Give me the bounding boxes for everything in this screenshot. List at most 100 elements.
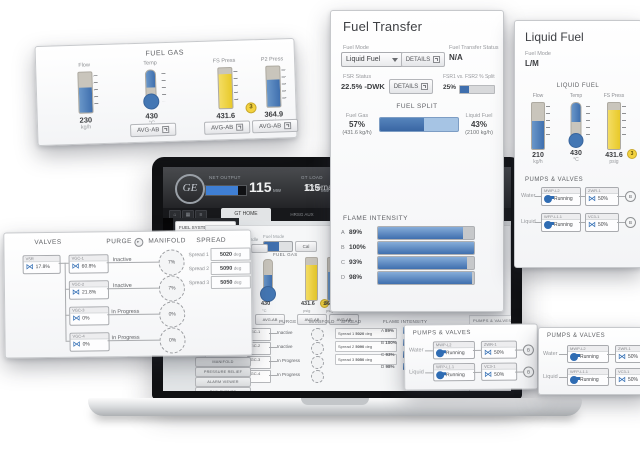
manifold-header: MANIFOLD (148, 237, 186, 245)
flame-bar-d (377, 271, 475, 285)
expand-icon (284, 122, 292, 130)
avg-ab-button-p2[interactable]: AVG-AB (251, 118, 299, 134)
spread2-value: 5090 deg (210, 261, 251, 275)
water-terminal: B (625, 191, 636, 202)
gauge-value: 210 (532, 152, 544, 159)
water-valve-box[interactable]: ZWR-1 ⋈ 50% (480, 340, 518, 359)
fsr-status-label: FSR Status (343, 74, 372, 80)
mini-flame-d: D 98% (381, 364, 395, 369)
manifold-dial-1: 7% (158, 249, 185, 276)
sidebar-corner (163, 218, 173, 235)
mini-valve-box-1[interactable]: VGC-1 (247, 328, 271, 341)
liquid-valve-box[interactable]: VC3-1 ⋈ 50% (481, 362, 518, 381)
liquid-terminal: B (625, 217, 636, 228)
pump-icon (544, 195, 554, 203)
water-row-label: Water (408, 347, 424, 354)
valve-status: 50% (598, 222, 609, 228)
vgc3-box[interactable]: VGC-3 ⋈ 0% (69, 306, 110, 326)
manifold-dial-3: 0% (159, 301, 186, 328)
spread-header: SPREAD (196, 236, 227, 245)
sidebar-button-manifold[interactable]: MANIFOLD (195, 357, 251, 367)
liquid-pump-box[interactable]: WFP-L1.1 Running (433, 362, 476, 382)
mini-spread-value: 5090 (355, 344, 365, 349)
pump-status: Running (554, 222, 573, 228)
net-output-value: 115 (249, 179, 272, 195)
water-pump-box[interactable]: MWP-L2 Running (567, 345, 609, 363)
cal-button[interactable]: Cal (295, 241, 317, 252)
valve-icon: ⋈ (484, 369, 493, 379)
avg-ab-button-fs[interactable]: AVG-AB (203, 120, 251, 135)
pump-tag: MWP-L2 (542, 188, 580, 194)
pumps-valves-card-right: PUMPS & VALVES Water MWP-L2 Running ZWR-… (538, 327, 640, 395)
vgc2-box[interactable]: VGC-2 ⋈ 21.8% (68, 280, 110, 300)
mini-spread-value: 5020 (355, 331, 365, 336)
idle-button[interactable] (251, 244, 268, 253)
liquid-pump-box[interactable]: WFP-L1.1 Running (541, 213, 581, 232)
gt-load-label: GT LOAD (301, 175, 323, 180)
sidebar-button-run-events[interactable]: RUN EVENTS (195, 387, 251, 391)
pump-status: Running (580, 354, 599, 360)
fs-press-gauge (216, 66, 234, 110)
tab-gt-home[interactable]: GT HOME (221, 208, 271, 221)
mini-fs-alarm-badge[interactable]: 3 (320, 299, 329, 308)
fuel-mode-value: L/M (525, 59, 539, 68)
pump-icon (435, 349, 445, 358)
water-pump-box[interactable]: MWP-L2 Running (541, 187, 581, 206)
liquid-row-label: Liquid (521, 219, 536, 225)
valve-icon: ⋈ (618, 375, 626, 384)
avg-ab-button-temp[interactable]: AVG-AB (129, 122, 177, 138)
pump-status: Running (446, 372, 465, 379)
net-output-unit: MW (273, 188, 281, 193)
sidebar-button-pressure-relief[interactable]: PRESSURE RELIEF (195, 367, 251, 377)
vsr-box[interactable]: VSR ⋈ 17.8% (22, 254, 61, 275)
gauge-unit: psig (609, 159, 619, 165)
mini-spread-label: Spread 2 (338, 344, 355, 349)
valves-card: VALVES PURGE ▸ MANIFOLD SPREAD VSR ⋈ 17.8%… (3, 229, 253, 359)
liquid-pump-box[interactable]: WFP-L1.1 Running (567, 368, 609, 386)
spread1-label: Spread 1 (188, 252, 209, 259)
fuel-split-bar (379, 117, 459, 132)
sidebar-button-alarm-viewer[interactable]: ALARM VIEWER (195, 377, 251, 387)
valve-status: 50% (628, 377, 639, 383)
alarm-badge[interactable]: 3 (627, 149, 637, 159)
fuel-transfer-title: Fuel Transfer (343, 19, 423, 34)
flame-tag-b: B (341, 245, 345, 251)
external-label[interactable]: External Site (305, 183, 351, 192)
mini-fs-avg-button[interactable]: AVG-AB (297, 314, 327, 325)
liquid-valve-box[interactable]: VC3-1 ⋈ 50% (615, 368, 640, 386)
purge-expand-icon[interactable]: ▸ (133, 237, 144, 247)
valve-status: 0% (82, 315, 90, 322)
gauge-value: 431.6 (605, 152, 623, 159)
mini-p2-avg-button[interactable]: AVG-AB (329, 314, 359, 325)
valve-status: 21.8% (81, 289, 97, 296)
flame-tag-d: D (341, 275, 345, 281)
mini-temp-avg-button[interactable]: AVG-AB (255, 314, 285, 325)
split-left-pct: 57% (348, 120, 365, 129)
fsr-status-value: 22.5% -DWK (341, 82, 385, 91)
mini-purge-status-2: Inactive (277, 344, 293, 349)
spread2-label: Spread 2 (188, 266, 210, 273)
mini-spread-unit: deg (365, 357, 373, 362)
mini-valve-box-2[interactable]: VGC-2 (247, 342, 271, 355)
mini-purge-status-4: In Progress (277, 372, 301, 377)
manifold-dial-2: 7% (158, 275, 186, 302)
fuel-mode-dropdown[interactable]: Liquid Fuel (341, 52, 403, 67)
water-pump-box[interactable]: MWP-L2 Running (432, 340, 476, 360)
mini-pumps-header: PUMPS & VALVES (473, 318, 511, 323)
vgc1-box[interactable]: VGC-1 ⋈ 60.8% (68, 254, 109, 274)
mini-fs-unit: psig (303, 308, 311, 313)
liquid-valve-box[interactable]: VC3-1 ⋈ 50% (585, 213, 619, 232)
gauge-fs-press: FS Press 431.6 psig (204, 58, 246, 127)
gauge-flow: Flow 210 kg/h (521, 93, 555, 165)
flame-pct-a: 89% (349, 229, 363, 236)
liquid-terminal: B (523, 366, 535, 378)
tab-hrsg[interactable]: HRSG AUX (290, 212, 314, 217)
details-button[interactable]: DETAILS (401, 52, 445, 67)
water-valve-box[interactable]: ZWR-1 ⋈ 50% (615, 345, 640, 363)
mini-manifold-dial-4 (311, 370, 324, 383)
pump-icon (544, 221, 554, 229)
ge-logo: GE (175, 174, 205, 204)
vgc4-box[interactable]: VGC-4 ⋈ 0% (69, 332, 110, 352)
fsr-details-button[interactable]: DETAILS (389, 79, 433, 94)
water-valve-box[interactable]: ZWR-1 ⋈ 50% (585, 187, 619, 206)
